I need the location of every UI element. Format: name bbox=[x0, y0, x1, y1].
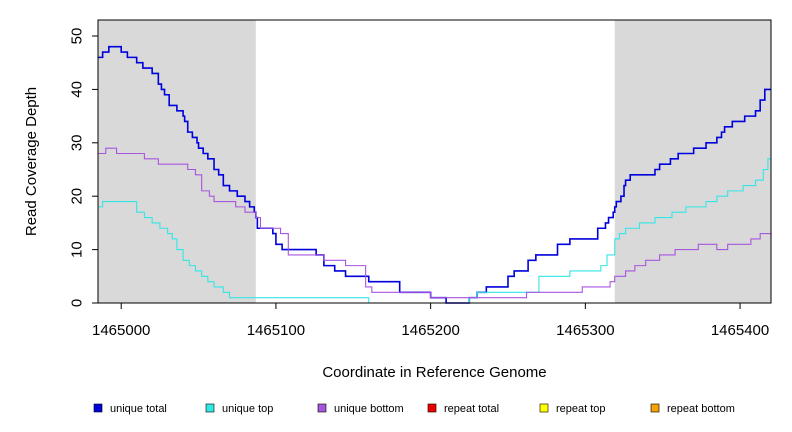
y-tick-label: 30 bbox=[68, 134, 85, 151]
legend-swatch bbox=[539, 403, 549, 413]
y-tick-label: 10 bbox=[68, 241, 85, 258]
x-axis: 1465000 1465100 1465200 1465300 1465400 bbox=[92, 303, 769, 339]
legend-label: repeat bottom bbox=[667, 403, 735, 415]
legend-swatch bbox=[93, 403, 103, 413]
y-tick-label: 50 bbox=[68, 28, 85, 45]
shaded-regions bbox=[98, 20, 771, 303]
y-tick-label: 40 bbox=[68, 81, 85, 98]
y-tick-label: 20 bbox=[68, 188, 85, 205]
y-axis-label: Read Coverage Depth bbox=[23, 87, 40, 236]
series-line-unique-bottom bbox=[98, 147, 772, 299]
y-tick-label: 0 bbox=[68, 299, 85, 307]
y-axis: 0 10 20 30 40 50 bbox=[68, 28, 98, 307]
legend-label: repeat total bbox=[444, 403, 499, 415]
x-tick-label: 1465200 bbox=[401, 322, 459, 339]
legend-swatch bbox=[650, 403, 660, 413]
x-tick-label: 1465000 bbox=[92, 322, 150, 339]
legend-swatch bbox=[427, 403, 437, 413]
legend-label: repeat top bbox=[556, 403, 606, 415]
legend-swatch bbox=[317, 403, 327, 413]
legend-label: unique total bbox=[110, 403, 167, 415]
legend-swatch bbox=[205, 403, 215, 413]
legend-label: unique top bbox=[222, 403, 273, 415]
x-tick-label: 1465400 bbox=[711, 322, 769, 339]
x-axis-label: Coordinate in Reference Genome bbox=[322, 364, 546, 381]
x-tick-label: 1465100 bbox=[247, 322, 305, 339]
legend: unique total unique top unique bottom repea… bbox=[93, 403, 735, 415]
legend-label: unique bottom bbox=[334, 403, 404, 415]
plot-frame bbox=[97, 19, 772, 304]
shaded-region-2 bbox=[614, 20, 771, 303]
shaded-region-1 bbox=[98, 20, 256, 303]
x-tick-label: 1465300 bbox=[556, 322, 614, 339]
series-line-unique-total bbox=[98, 45, 771, 304]
